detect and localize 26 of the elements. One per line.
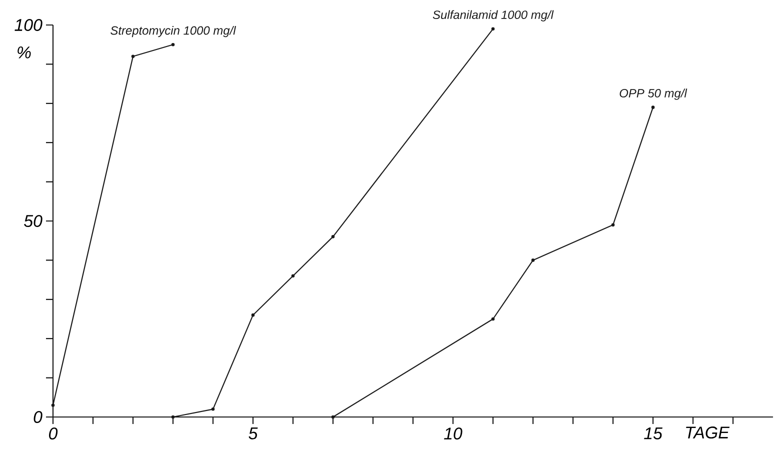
point: [251, 313, 255, 317]
series-label: OPP 50 mg/l: [620, 88, 688, 100]
x-tick-label: 10: [444, 428, 462, 440]
series-label: Streptomycin 1000 mg/l: [110, 26, 236, 38]
series-label: Sulfanilamid 1000 mg/l: [432, 10, 554, 22]
x-tick-label: 0: [49, 428, 58, 440]
y-tick-label: 50: [24, 215, 42, 227]
point: [331, 235, 335, 238]
point: [131, 54, 135, 58]
point: [651, 106, 655, 109]
point: [171, 415, 175, 419]
x-axis-title: TAGE: [686, 426, 730, 439]
point: [531, 258, 535, 262]
point: [491, 27, 495, 31]
point: [291, 274, 295, 278]
x-tick-label: 5: [248, 428, 258, 440]
point: [331, 415, 335, 419]
y-tick-label: 0: [34, 411, 42, 423]
point: [491, 317, 495, 321]
point: [211, 408, 215, 411]
y-axis-title: %: [18, 46, 31, 58]
point: [611, 223, 615, 227]
x-tick-label: 15: [644, 428, 662, 440]
point: [171, 42, 175, 46]
point: [51, 404, 55, 407]
y-tick-label: 100: [14, 19, 42, 31]
